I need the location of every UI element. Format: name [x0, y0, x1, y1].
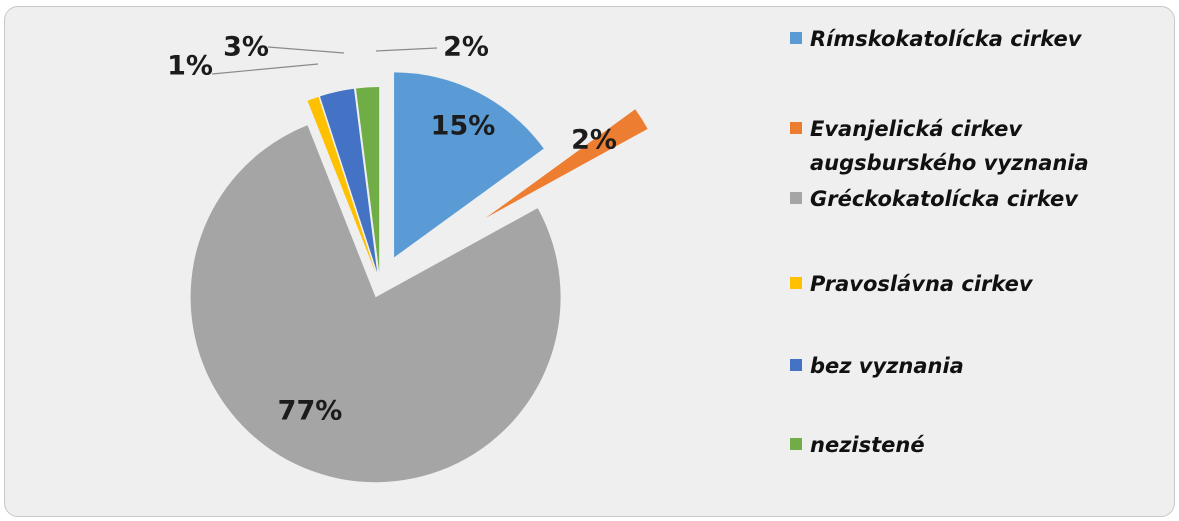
- pie-slice: [394, 72, 544, 258]
- legend-label: Gréckokatolícka cirkev: [810, 187, 1078, 211]
- pie-slice: [485, 109, 648, 219]
- legend-label: nezistené: [810, 433, 925, 457]
- data-label: 2%: [571, 125, 617, 156]
- pie-slices: [190, 72, 648, 483]
- data-label: 77%: [278, 396, 343, 427]
- legend-label: Pravoslávna cirkev: [810, 272, 1033, 296]
- legend-swatch: [790, 192, 802, 204]
- data-labels: 15% 2% 77% 1% 3% 2%: [167, 32, 617, 427]
- pie-slice: [355, 87, 380, 273]
- data-label: 15%: [431, 111, 496, 142]
- legend-label: bez vyznania: [810, 354, 964, 378]
- leader-line: [375, 47, 438, 52]
- pie-slice: [319, 88, 378, 273]
- legend-item-nezistene: nezistené: [790, 428, 925, 462]
- legend-label: Rímskokatolícka cirkev: [810, 27, 1082, 51]
- legend-item-pravoslavna: Pravoslávna cirkev: [790, 267, 1033, 301]
- legend-label: Evanjelická cirkev augsburského vyznania: [810, 117, 1089, 175]
- pie-chart: 15% 2% 77% 1% 3% 2%: [167, 32, 648, 483]
- legend-swatch: [790, 438, 802, 450]
- data-label: 3%: [223, 32, 269, 63]
- legend-item-greckokatolicka: Gréckokatolícka cirkev: [790, 182, 1078, 216]
- leader-line: [267, 46, 345, 54]
- pie-slice: [307, 96, 376, 273]
- legend-item-evanjelicka: Evanjelická cirkev augsburského vyznania: [790, 112, 1089, 180]
- legend-item-bez-vyznania: bez vyznania: [790, 349, 964, 383]
- leader-line: [211, 63, 319, 75]
- data-label: 1%: [167, 51, 213, 82]
- pie-slice: [190, 125, 561, 483]
- legend-swatch: [790, 277, 802, 289]
- legend-swatch: [790, 359, 802, 371]
- leader-lines: [211, 46, 438, 75]
- legend-swatch: [790, 32, 802, 44]
- legend-item-rimskokatolicka: Rímskokatolícka cirkev: [790, 22, 1081, 56]
- data-label: 2%: [443, 32, 489, 63]
- legend-swatch: [790, 122, 802, 134]
